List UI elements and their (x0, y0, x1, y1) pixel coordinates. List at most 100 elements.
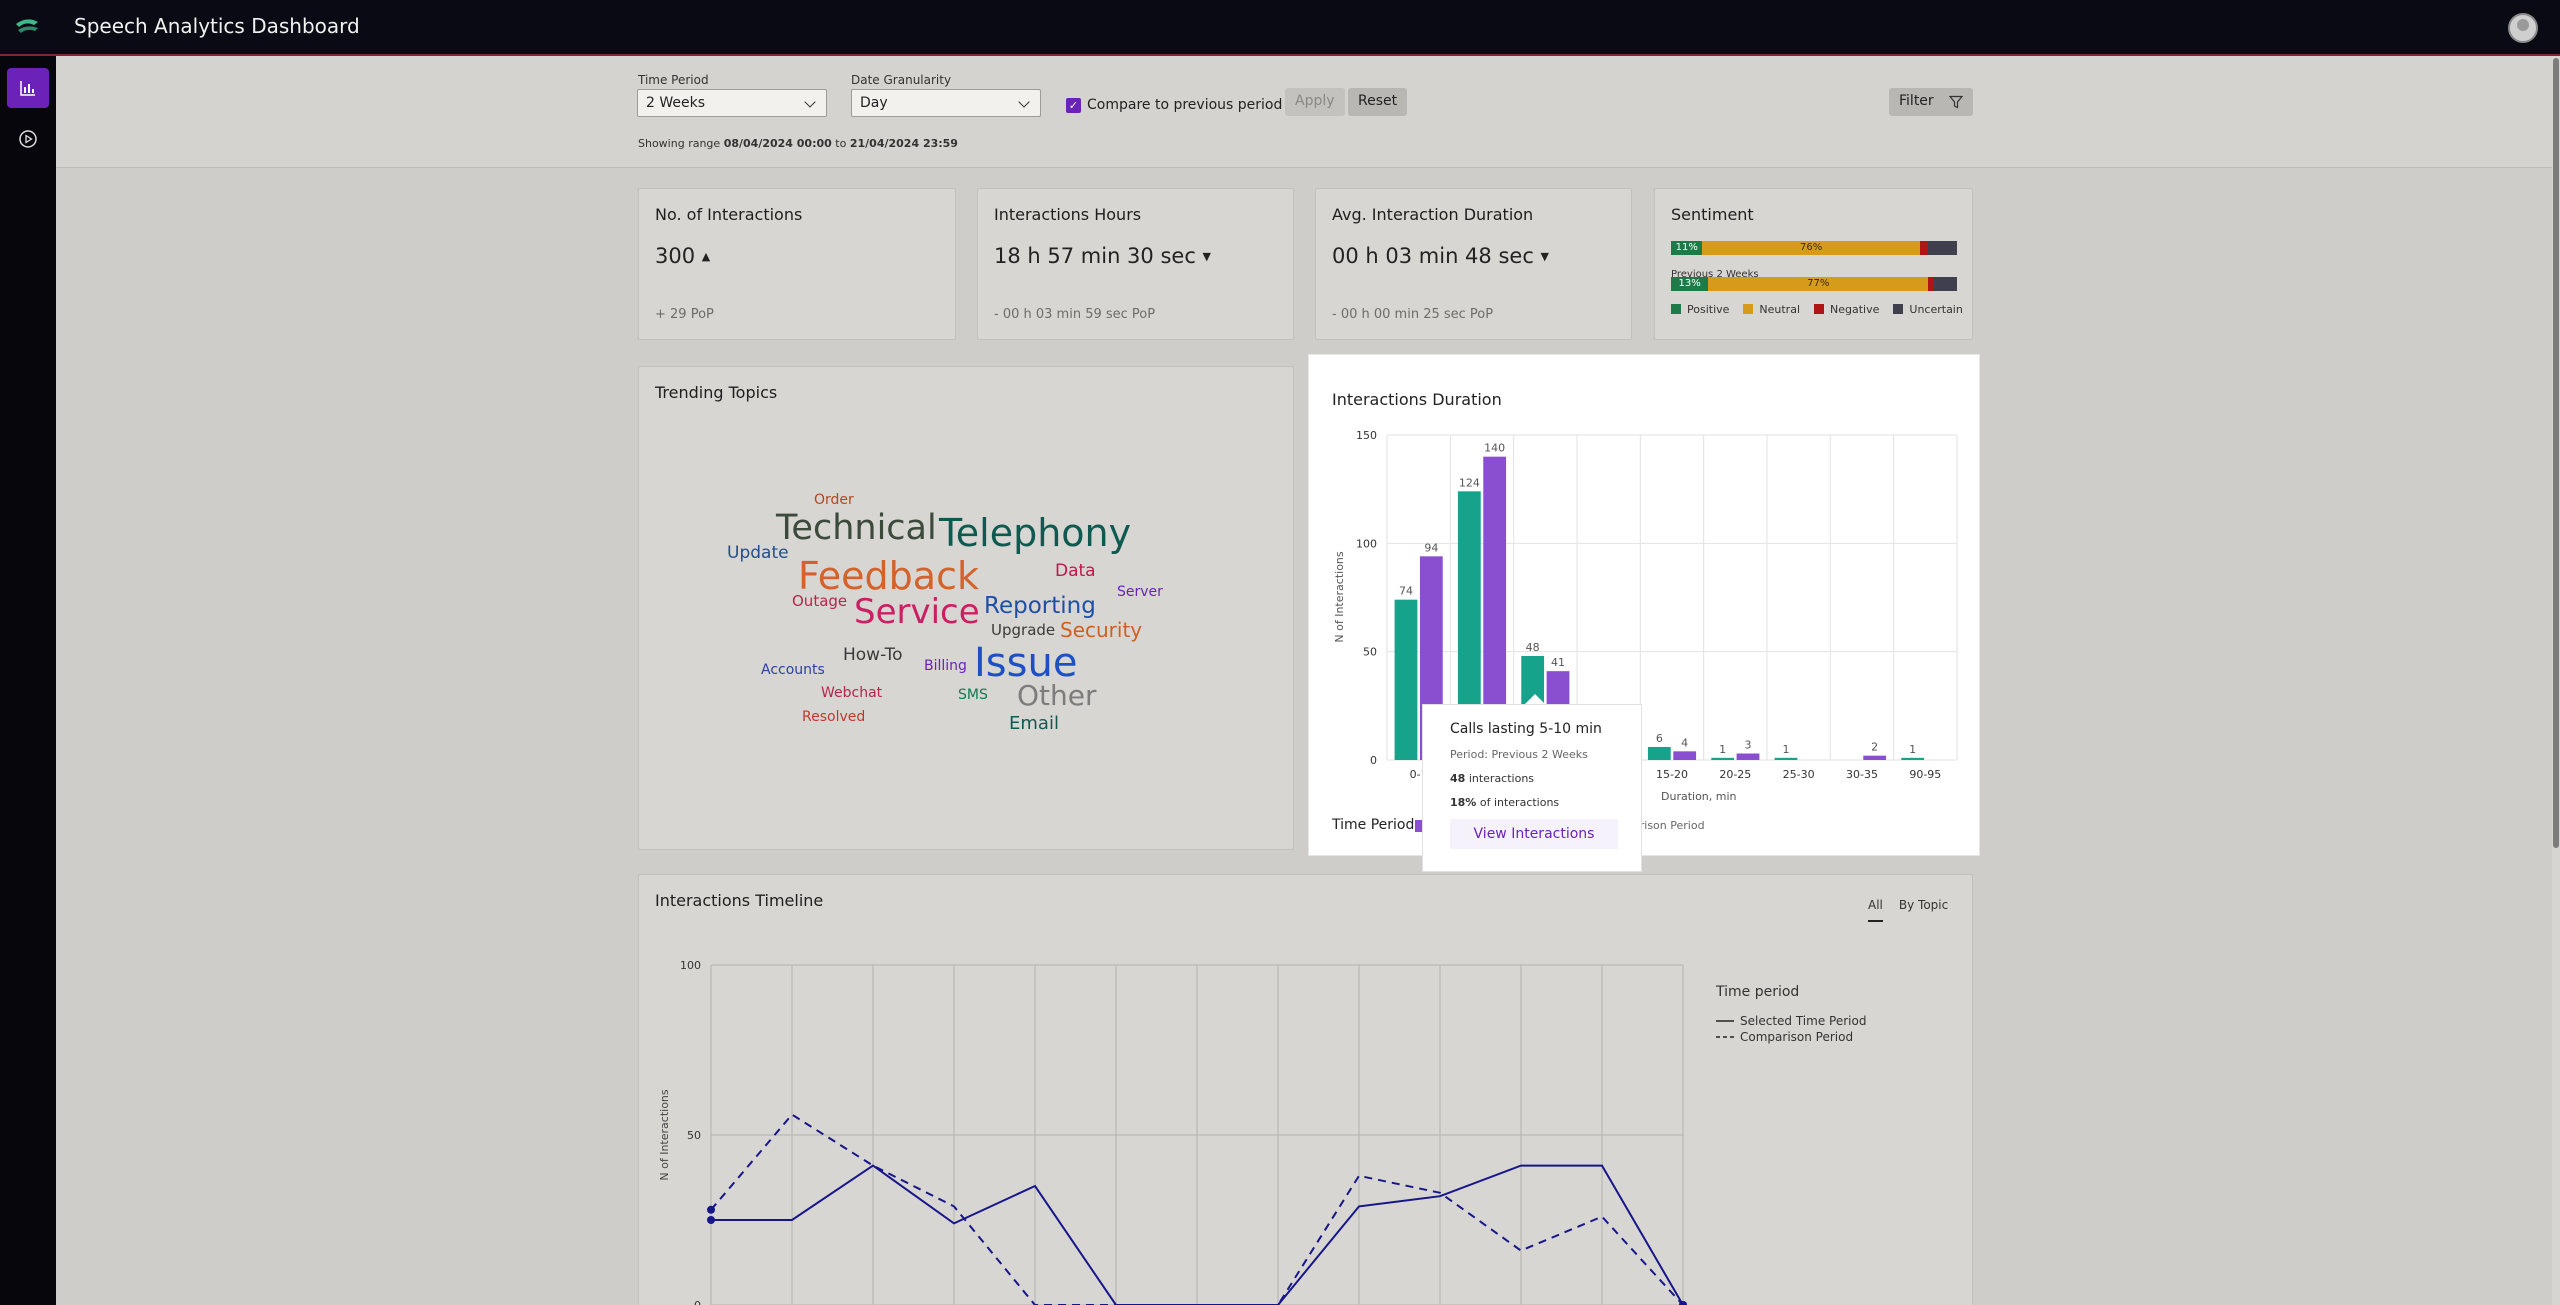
topic-word[interactable]: Technical (776, 508, 937, 548)
y-tick-label: 50 (687, 1129, 701, 1142)
compare-checkbox[interactable]: ✓ (1066, 98, 1081, 113)
sentiment-previous-bar[interactable]: 13% 77% (1671, 277, 1957, 291)
y-tick-label: 50 (1363, 646, 1377, 659)
trend-down-icon: ▼ (1202, 250, 1212, 263)
topic-word[interactable]: Update (727, 543, 789, 563)
duration-bar[interactable] (1483, 456, 1507, 760)
sentiment-segment[interactable]: 13% (1671, 277, 1709, 291)
topic-word[interactable]: Billing (924, 658, 967, 674)
y-tick-label: 0 (1370, 754, 1377, 767)
duration-bar[interactable] (1863, 755, 1887, 760)
sentiment-segment[interactable]: 11% (1671, 241, 1703, 255)
topic-word[interactable]: Accounts (761, 662, 825, 678)
topic-word[interactable]: Webchat (821, 685, 883, 701)
line-point (707, 1205, 715, 1214)
topic-word[interactable]: Upgrade (991, 621, 1056, 639)
tab-all[interactable]: All (1868, 898, 1883, 922)
date-granularity-label: Date Granularity (851, 73, 952, 87)
solid-line-swatch (1716, 1020, 1734, 1022)
topic-word[interactable]: Security (1060, 618, 1143, 642)
interactions-duration-card: Interactions Duration 0 50 100 150 74 124 48 6 1… (1308, 354, 1980, 856)
duration-bar[interactable] (1673, 751, 1697, 760)
x-tick-label: 15-20 (1656, 768, 1688, 781)
topic-word[interactable]: Issue (974, 640, 1078, 686)
sentiment-segment[interactable] (1928, 241, 1957, 255)
tab-by-topic[interactable]: By Topic (1898, 898, 1949, 912)
app-title: Speech Analytics Dashboard (74, 14, 360, 38)
filter-button[interactable]: Filter (1889, 88, 1973, 116)
sentiment-segment[interactable]: 76% (1702, 241, 1920, 255)
play-circle-icon (19, 130, 37, 148)
legend-swatch (1415, 820, 1425, 832)
sentiment-legend-item: Positive (1671, 303, 1729, 316)
line-point (707, 1216, 715, 1224)
tooltip-count: 48 interactions (1450, 772, 1535, 785)
duration-bar[interactable] (1774, 757, 1798, 760)
date-granularity-select[interactable]: Day (851, 89, 1041, 117)
topic-word[interactable]: Feedback (798, 554, 979, 598)
topic-word[interactable]: Outage (792, 592, 848, 610)
sentiment-segment[interactable] (1919, 241, 1929, 255)
topic-word[interactable]: Reporting (984, 593, 1096, 619)
duration-bar[interactable] (1711, 757, 1735, 760)
bar-data-label: 3 (1745, 739, 1752, 752)
topic-word[interactable]: Other (1017, 679, 1097, 712)
bar-data-label: 48 (1526, 641, 1540, 654)
duration-tooltip: Calls lasting 5-10 min Period: Previous … (1422, 704, 1642, 872)
kpi-hours-card: Interactions Hours 18 h 57 min 30 sec ▼ … (977, 188, 1294, 340)
scrollbar-thumb[interactable] (2553, 58, 2559, 848)
topic-word[interactable]: Server (1117, 584, 1163, 600)
trend-down-icon: ▼ (1540, 250, 1550, 263)
duration-bar[interactable] (1901, 757, 1925, 760)
bar-data-label: 124 (1459, 476, 1480, 489)
x-axis-label: Duration, min (1661, 790, 1737, 803)
apply-button[interactable]: Apply (1285, 88, 1345, 116)
reset-button[interactable]: Reset (1348, 88, 1408, 116)
sentiment-segment[interactable] (1934, 277, 1957, 291)
sidebar (0, 56, 56, 1305)
sentiment-legend-item: Uncertain (1893, 303, 1963, 316)
topic-word[interactable]: SMS (958, 687, 988, 703)
y-axis-label: N of Interactions (1333, 551, 1346, 643)
sidebar-item-dashboard[interactable] (7, 68, 49, 108)
sidebar-item-playback[interactable] (7, 119, 49, 159)
sentiment-legend-item: Neutral (1743, 303, 1800, 316)
topic-word[interactable]: How-To (843, 645, 903, 665)
sentiment-segment[interactable]: 77% (1708, 277, 1929, 291)
y-tick-label: 100 (680, 959, 701, 972)
topic-word[interactable]: Service (854, 592, 980, 632)
bar-data-label: 1 (1783, 743, 1790, 756)
kpi-interactions-card: No. of Interactions 300 ▲ + 29 PoP (638, 188, 956, 340)
duration-bar[interactable] (1394, 599, 1418, 760)
user-avatar[interactable] (2508, 13, 2538, 43)
sentiment-title: Sentiment (1671, 205, 1754, 224)
topic-word[interactable]: Order (814, 492, 854, 508)
sentiment-legend-item: Negative (1814, 303, 1879, 316)
filter-button-label: Filter (1899, 93, 1934, 109)
kpi-title: No. of Interactions (655, 205, 803, 224)
sentiment-segment[interactable] (1928, 277, 1935, 291)
kpi-title: Interactions Hours (994, 205, 1142, 224)
x-tick-label: 90-95 (1909, 768, 1941, 781)
topic-word[interactable]: Telephony (939, 511, 1132, 555)
topic-word[interactable]: Data (1055, 561, 1096, 581)
app-logo-icon (16, 19, 38, 33)
duration-bar[interactable] (1647, 747, 1671, 760)
sentiment-previous-label: Previous 2 Weeks (1671, 269, 1759, 280)
legend-item-selected: Selected Time Period (1716, 1014, 1866, 1028)
sentiment-current-bar[interactable]: 11% 76% (1671, 241, 1957, 255)
y-tick-label: 100 (1356, 537, 1377, 550)
duration-bar[interactable] (1736, 753, 1760, 761)
chevron-down-icon (804, 96, 816, 108)
topic-word[interactable]: Resolved (802, 709, 866, 725)
trending-topics-card: Trending Topics Order Technical Telephony U… (638, 366, 1294, 850)
date-range-text: Showing range 08/04/2024 00:00 to 21/04/… (638, 137, 958, 150)
bar-data-label: 2 (1871, 741, 1878, 754)
view-interactions-button[interactable]: View Interactions (1450, 819, 1618, 849)
topic-word[interactable]: Email (1009, 713, 1059, 734)
bar-data-label: 74 (1399, 585, 1413, 598)
timeline-title: Interactions Timeline (655, 891, 824, 910)
bar-chart-icon (20, 81, 35, 96)
time-period-select[interactable]: 2 Weeks (637, 89, 827, 117)
duration-bar[interactable] (1457, 491, 1481, 760)
